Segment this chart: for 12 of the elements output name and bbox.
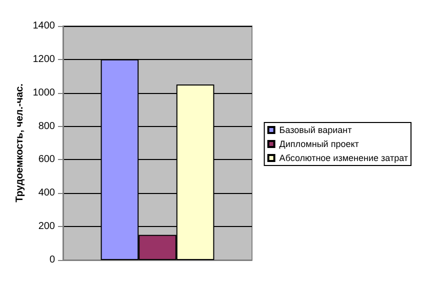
legend-label: Абсолютное изменение затрат bbox=[279, 153, 408, 163]
y-tick-label: 600 bbox=[38, 154, 56, 166]
y-tick-label: 1000 bbox=[32, 87, 56, 98]
legend-label: Базовый вариант bbox=[279, 125, 352, 135]
y-axis-title: Трудоемкость, чел.-час. bbox=[14, 83, 26, 202]
y-tick-label: 1400 bbox=[32, 20, 56, 32]
legend-label: Дипломный проект bbox=[279, 139, 359, 149]
y-tick-label: 800 bbox=[38, 120, 56, 132]
y-tick-label: 200 bbox=[38, 221, 56, 232]
y-tick-label: 1200 bbox=[32, 54, 56, 65]
y-tick-label: 400 bbox=[38, 188, 56, 199]
y-tick-label: 0 bbox=[49, 254, 56, 266]
